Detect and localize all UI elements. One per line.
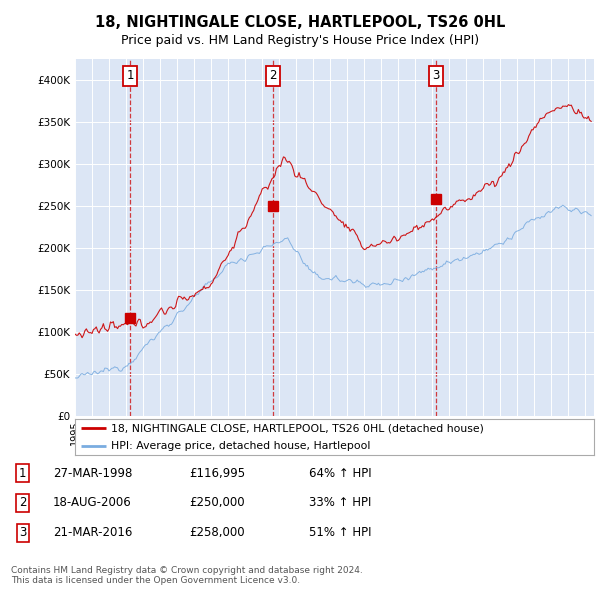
Text: 18, NIGHTINGALE CLOSE, HARTLEPOOL, TS26 0HL (detached house): 18, NIGHTINGALE CLOSE, HARTLEPOOL, TS26 … — [112, 423, 484, 433]
Text: 2: 2 — [19, 496, 26, 509]
Text: 18, NIGHTINGALE CLOSE, HARTLEPOOL, TS26 0HL: 18, NIGHTINGALE CLOSE, HARTLEPOOL, TS26 … — [95, 15, 505, 30]
Text: 21-MAR-2016: 21-MAR-2016 — [53, 526, 132, 539]
Text: 3: 3 — [19, 526, 26, 539]
Text: 27-MAR-1998: 27-MAR-1998 — [53, 467, 132, 480]
Text: 1: 1 — [19, 467, 26, 480]
Text: £116,995: £116,995 — [189, 467, 245, 480]
Text: 33% ↑ HPI: 33% ↑ HPI — [309, 496, 371, 509]
Text: 3: 3 — [433, 69, 440, 82]
Text: £250,000: £250,000 — [189, 496, 245, 509]
Text: £258,000: £258,000 — [189, 526, 245, 539]
Text: Contains HM Land Registry data © Crown copyright and database right 2024.
This d: Contains HM Land Registry data © Crown c… — [11, 566, 362, 585]
Text: 18-AUG-2006: 18-AUG-2006 — [53, 496, 131, 509]
Text: HPI: Average price, detached house, Hartlepool: HPI: Average price, detached house, Hart… — [112, 441, 371, 451]
Text: 2: 2 — [269, 69, 277, 82]
Text: Price paid vs. HM Land Registry's House Price Index (HPI): Price paid vs. HM Land Registry's House … — [121, 34, 479, 47]
Text: 1: 1 — [126, 69, 134, 82]
Text: 64% ↑ HPI: 64% ↑ HPI — [309, 467, 371, 480]
Text: 51% ↑ HPI: 51% ↑ HPI — [309, 526, 371, 539]
